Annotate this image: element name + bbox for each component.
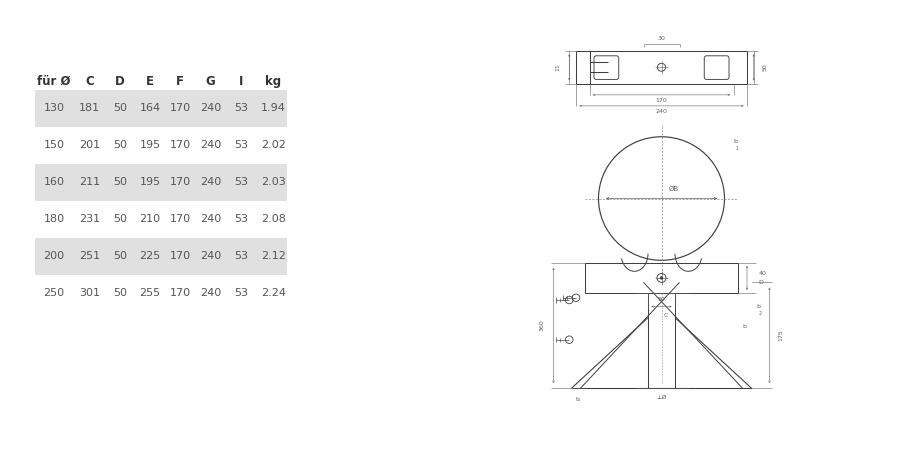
- Bar: [34, 90, 287, 127]
- Text: 160: 160: [43, 177, 65, 187]
- Text: 240: 240: [200, 140, 221, 150]
- Text: 255: 255: [140, 288, 161, 298]
- Text: 195: 195: [140, 177, 161, 187]
- Text: 50: 50: [112, 104, 127, 113]
- Text: 11: 11: [555, 63, 561, 71]
- Circle shape: [660, 277, 662, 279]
- Text: 170: 170: [170, 140, 191, 150]
- Text: C: C: [86, 75, 94, 88]
- Text: 50: 50: [112, 177, 127, 187]
- Text: 40: 40: [758, 271, 766, 276]
- Text: C: C: [664, 313, 668, 318]
- Text: 181: 181: [79, 104, 100, 113]
- Text: 180: 180: [43, 214, 65, 224]
- Text: b: b: [734, 139, 737, 144]
- Text: 2.03: 2.03: [261, 177, 285, 187]
- Text: 130: 130: [43, 104, 65, 113]
- Text: 53: 53: [234, 288, 248, 298]
- Text: 53: 53: [234, 104, 248, 113]
- Text: 150: 150: [43, 140, 65, 150]
- Text: 170: 170: [170, 177, 191, 187]
- Text: 1: 1: [736, 146, 739, 151]
- Text: 50: 50: [658, 297, 665, 302]
- Text: 175: 175: [778, 329, 784, 341]
- Text: 201: 201: [79, 140, 100, 150]
- Text: 200: 200: [43, 251, 65, 261]
- Text: D: D: [115, 75, 125, 88]
- Text: kg: kg: [266, 75, 282, 88]
- Bar: [34, 164, 287, 201]
- Text: G: G: [206, 75, 215, 88]
- Text: 170: 170: [170, 214, 191, 224]
- Text: 170: 170: [170, 288, 191, 298]
- Text: 170: 170: [170, 251, 191, 261]
- Text: 210: 210: [140, 214, 161, 224]
- Text: 225: 225: [140, 251, 161, 261]
- Text: 240: 240: [200, 288, 221, 298]
- Text: 2.12: 2.12: [261, 251, 285, 261]
- Text: t₄: t₄: [576, 397, 581, 402]
- Text: 53: 53: [234, 140, 248, 150]
- Text: ØB: ØB: [668, 186, 679, 192]
- Text: 164: 164: [140, 104, 161, 113]
- Text: 50: 50: [112, 251, 127, 261]
- Text: 360: 360: [539, 320, 544, 331]
- Text: 211: 211: [79, 177, 100, 187]
- Text: 240: 240: [200, 251, 221, 261]
- Text: b: b: [756, 304, 760, 309]
- Text: 2.24: 2.24: [261, 288, 285, 298]
- Text: ⊥Ø: ⊥Ø: [656, 395, 667, 400]
- Text: 240: 240: [200, 104, 221, 113]
- Text: F: F: [176, 75, 184, 88]
- Text: 2.08: 2.08: [261, 214, 285, 224]
- Bar: [34, 238, 287, 274]
- Text: D: D: [758, 280, 763, 285]
- Text: E: E: [146, 75, 154, 88]
- Text: 50: 50: [762, 63, 768, 71]
- Text: 53: 53: [234, 214, 248, 224]
- Text: 53: 53: [234, 251, 248, 261]
- Text: 53: 53: [234, 177, 248, 187]
- Text: 30: 30: [658, 36, 665, 40]
- Text: 251: 251: [79, 251, 100, 261]
- Text: 240: 240: [655, 109, 668, 114]
- Text: 240: 240: [200, 177, 221, 187]
- Text: 231: 231: [79, 214, 100, 224]
- Text: für Ø: für Ø: [37, 75, 71, 88]
- Text: 50: 50: [112, 288, 127, 298]
- Text: 240: 240: [200, 214, 221, 224]
- Text: I: I: [238, 75, 243, 88]
- Text: 170: 170: [170, 104, 191, 113]
- Text: 170: 170: [655, 99, 668, 104]
- Text: 2: 2: [758, 311, 761, 316]
- Text: 301: 301: [79, 288, 100, 298]
- Text: 2.02: 2.02: [261, 140, 285, 150]
- Text: 250: 250: [43, 288, 65, 298]
- Text: 50: 50: [112, 140, 127, 150]
- Text: 50: 50: [112, 214, 127, 224]
- Text: 1.94: 1.94: [261, 104, 285, 113]
- Text: b: b: [742, 324, 746, 329]
- Text: 195: 195: [140, 140, 161, 150]
